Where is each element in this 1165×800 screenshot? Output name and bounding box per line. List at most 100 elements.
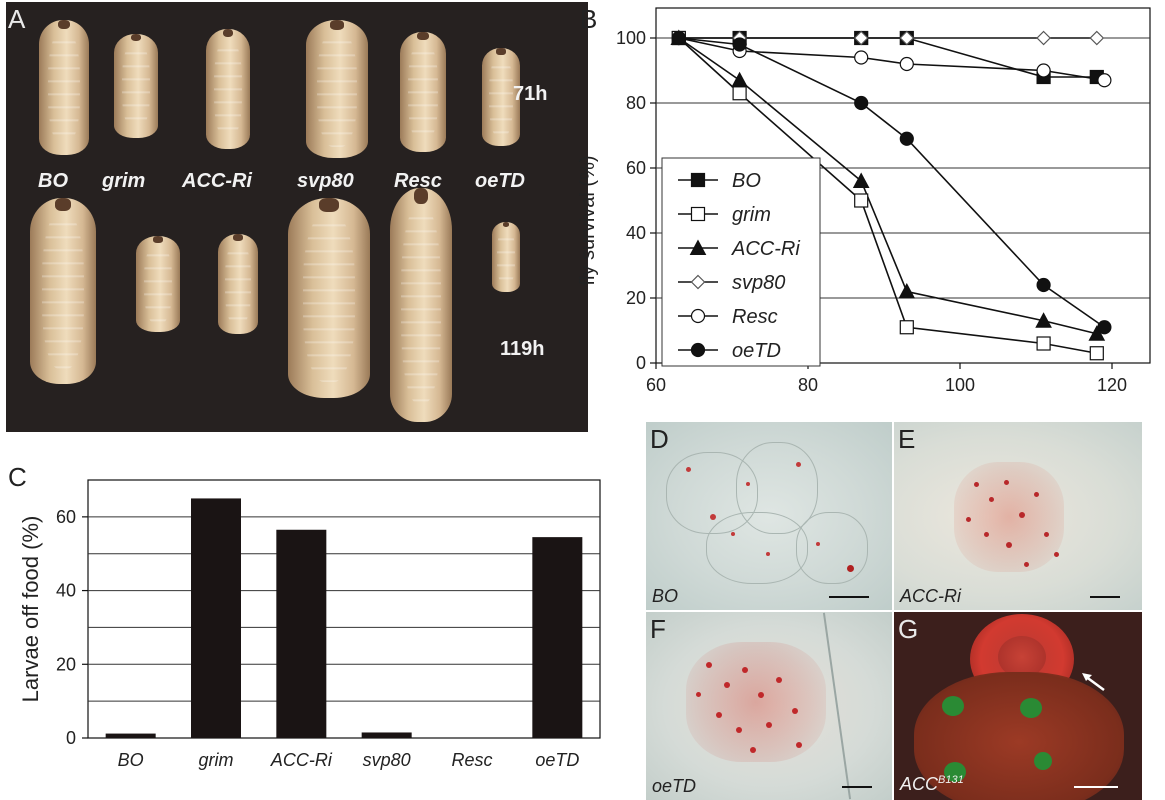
series-line-acc-ri: [678, 37, 1097, 335]
tick-label-y-40: 40: [626, 223, 646, 243]
category-label-resc: Resc: [451, 750, 492, 770]
category-label-grim: grim: [199, 750, 234, 770]
tick-label-y-20: 20: [626, 288, 646, 308]
panel-label-g: G: [898, 614, 919, 644]
point-resc-4: [1036, 63, 1051, 78]
bar-svp80: [361, 732, 412, 738]
larvae-photo-panel: 71h BO grim ACC-Ri svp80 Resc oeTD 119h: [6, 2, 588, 432]
scale-bar-d: [829, 596, 869, 598]
point-grim-5: [1089, 346, 1104, 361]
tick-label-x-60: 60: [646, 375, 666, 395]
tick-label-y-20: 20: [56, 654, 76, 674]
point-resc-3: [899, 56, 914, 72]
survival-line-chart: 0 20 40 60 80 100 60 80 100 120 fly survival (%) BO…: [577, 7, 1151, 395]
point-oetd-3: [899, 131, 914, 146]
point-oetd-1: [732, 37, 747, 52]
point-resc-2: [854, 50, 869, 65]
point-acc-ri-2: [852, 172, 870, 188]
point-oetd-2: [854, 95, 869, 111]
legend-box: [661, 157, 821, 367]
legend-label-resc: Resc: [732, 306, 778, 328]
scale-bar-g: [1074, 786, 1118, 788]
category-label-oetd: oeTD: [535, 750, 579, 770]
point-svp80-3: [899, 30, 915, 46]
larva-grim-119h: [136, 236, 180, 332]
point-grim-3: [899, 320, 914, 335]
legend-marker-bo: [690, 172, 706, 188]
genotype-label-oetd: oeTD: [475, 170, 525, 192]
larva-accri-119h: [218, 234, 258, 334]
panel-label-b: B: [580, 4, 598, 34]
point-grim-4: [1036, 336, 1051, 351]
legend-marker-grim: [690, 206, 706, 222]
genotype-label-svp80: svp80: [297, 170, 354, 192]
time-label-71h: 71h: [513, 83, 548, 105]
series-line-oetd: [678, 37, 1105, 328]
point-svp80-2: [853, 30, 869, 46]
point-svp80-4: [1036, 30, 1051, 46]
scale-bar-e: [1090, 596, 1120, 598]
point-oetd-0: [671, 30, 686, 46]
legend-label-oetd: oeTD: [732, 340, 781, 362]
micrograph-e-label: ACC-Ri: [900, 586, 961, 606]
larva-svp80-119h: [288, 198, 370, 398]
y-axis-label: Larvae off food (%): [18, 516, 43, 703]
g-label-main: ACC: [900, 774, 939, 794]
larva-resc-71h: [400, 32, 446, 152]
micrograph-d: BO: [646, 422, 892, 610]
point-acc-ri-4: [1035, 312, 1052, 328]
larvae-off-food-bar-chart: 0 20 40 60 Larvae off food (%) BO grim ACC-Ri sv…: [18, 479, 601, 770]
micrograph-f: oeTD: [646, 612, 892, 800]
tick-label-y-40: 40: [56, 581, 76, 601]
tick-label-y-0: 0: [636, 353, 646, 373]
series-line-resc: [678, 37, 1105, 82]
scale-bar-f: [842, 786, 872, 788]
point-acc-ri-3: [898, 282, 916, 299]
panel-label-c: C: [8, 462, 27, 492]
panel-label-a: A: [8, 4, 26, 34]
larva-oetd-71h: [482, 48, 520, 146]
series-line-grim: [678, 37, 1097, 355]
genotype-label-accri: ACC-Ri: [182, 170, 252, 192]
plot-frame: [87, 479, 601, 739]
legend-marker-oetd: [690, 342, 706, 358]
panel-label-d: D: [650, 424, 669, 454]
bar-bo: [105, 733, 156, 738]
panel-label-f: F: [650, 614, 666, 644]
point-svp80-5: [1089, 30, 1105, 46]
genotype-label-resc: Resc: [394, 170, 442, 192]
tick-label-y-80: 80: [626, 93, 646, 113]
point-acc-ri-5: [1088, 325, 1106, 341]
tick-label-y-60: 60: [56, 507, 76, 527]
legend-marker-acc-ri: [689, 239, 707, 255]
category-label-bo: BO: [118, 750, 144, 770]
y-axis-label: fly survival (%): [577, 155, 599, 285]
legend-label-bo: BO: [732, 170, 761, 192]
larva-bo-71h: [39, 20, 89, 155]
micrograph-d-label: BO: [652, 586, 679, 606]
bar-acc-ri: [276, 529, 327, 738]
legend-label-acc-ri: ACC-Ri: [731, 238, 800, 260]
micrograph-f-label: oeTD: [652, 776, 697, 796]
micrograph-g: ACCB131: [894, 612, 1142, 800]
larva-grim-71h: [114, 34, 158, 138]
bar-oetd: [532, 537, 583, 738]
larva-bo-119h: [30, 198, 96, 384]
tick-label-y-60: 60: [626, 158, 646, 178]
g-label-sup: B131: [938, 774, 964, 786]
category-label-svp80: svp80: [363, 750, 411, 770]
tick-label-y-100: 100: [616, 28, 646, 48]
point-oetd-4: [1036, 277, 1051, 293]
tick-label-x-120: 120: [1097, 375, 1127, 395]
larva-oetd-119h: [492, 222, 520, 292]
category-label-acc-ri: ACC-Ri: [270, 750, 333, 770]
point-oetd-5: [1097, 320, 1112, 335]
bar-grim: [191, 498, 241, 738]
larva-accri-71h: [206, 29, 250, 149]
genotype-label-grim: grim: [102, 170, 146, 192]
legend-label-grim: grim: [732, 204, 771, 226]
micrograph-g-label: ACCB131: [900, 774, 964, 795]
point-acc-ri-1: [731, 71, 748, 88]
legend-marker-svp80: [690, 274, 706, 290]
tick-label-x-80: 80: [798, 375, 818, 395]
